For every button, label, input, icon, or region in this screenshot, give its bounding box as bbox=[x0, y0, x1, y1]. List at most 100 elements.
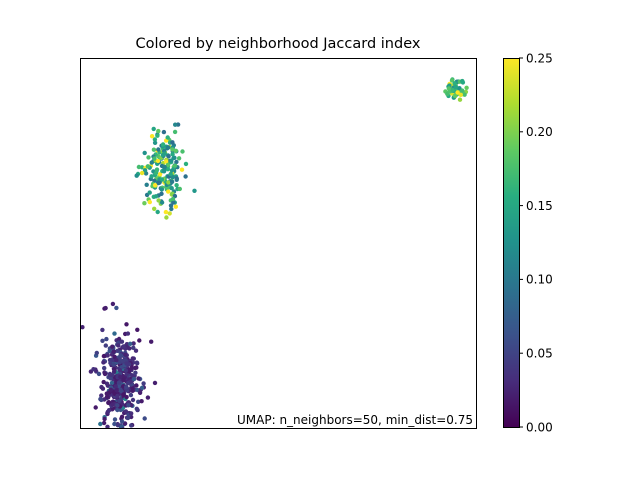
data-point bbox=[157, 180, 162, 185]
data-point bbox=[106, 400, 111, 405]
data-point bbox=[115, 348, 120, 353]
data-point bbox=[110, 402, 115, 407]
data-point bbox=[149, 339, 154, 344]
data-point bbox=[119, 414, 125, 419]
data-point bbox=[450, 87, 455, 93]
data-point bbox=[105, 424, 110, 428]
data-point bbox=[115, 393, 120, 399]
data-point bbox=[149, 134, 155, 139]
colorbar-tick-label: 0.25 bbox=[526, 51, 553, 65]
colorbar-tick-label: 0.00 bbox=[526, 420, 553, 434]
data-point bbox=[160, 152, 166, 158]
data-point bbox=[126, 403, 131, 408]
data-point bbox=[135, 387, 140, 393]
umap-params-annotation: UMAP: n_neighbors=50, min_dist=0.75 bbox=[237, 413, 473, 427]
data-point bbox=[112, 331, 117, 336]
data-point bbox=[163, 209, 169, 215]
data-point bbox=[133, 438, 137, 442]
data-point bbox=[149, 174, 154, 179]
data-point bbox=[100, 386, 106, 391]
data-point bbox=[120, 358, 126, 363]
colorbar-gradient bbox=[503, 58, 519, 427]
data-point bbox=[169, 186, 174, 191]
data-point bbox=[105, 353, 110, 358]
data-point bbox=[151, 147, 157, 152]
data-point bbox=[166, 145, 171, 150]
data-point bbox=[114, 305, 119, 311]
data-point bbox=[103, 343, 109, 348]
data-point bbox=[104, 391, 110, 396]
data-point bbox=[183, 161, 189, 167]
data-point bbox=[125, 381, 131, 386]
data-point bbox=[125, 331, 131, 336]
data-point bbox=[119, 419, 125, 424]
data-point bbox=[457, 97, 463, 102]
data-point bbox=[99, 393, 104, 398]
data-point bbox=[129, 423, 134, 428]
data-point bbox=[111, 349, 117, 354]
data-point bbox=[136, 164, 142, 170]
data-point bbox=[130, 385, 135, 391]
colorbar-ticks: 0.00 0.05 0.10 0.15 0.20 0.25 bbox=[519, 51, 553, 434]
data-point bbox=[168, 203, 174, 208]
data-point bbox=[124, 394, 129, 400]
data-point bbox=[183, 174, 188, 179]
data-point bbox=[100, 327, 105, 333]
colorbar: 0.00 0.05 0.10 0.15 0.20 0.25 bbox=[503, 51, 553, 434]
data-point bbox=[156, 147, 161, 152]
data-point bbox=[464, 85, 469, 91]
data-point bbox=[109, 380, 115, 386]
data-point bbox=[134, 406, 139, 411]
data-point bbox=[460, 88, 465, 93]
data-point bbox=[153, 194, 159, 199]
data-point bbox=[146, 155, 151, 160]
data-point bbox=[169, 168, 175, 173]
data-point bbox=[134, 383, 139, 388]
data-point bbox=[139, 170, 145, 176]
data-point bbox=[91, 367, 96, 372]
data-point bbox=[129, 411, 134, 416]
data-point bbox=[114, 442, 118, 446]
data-point bbox=[118, 353, 123, 358]
data-point bbox=[121, 378, 126, 383]
data-point bbox=[80, 325, 85, 330]
chart-title: Colored by neighborhood Jaccard index bbox=[136, 36, 421, 52]
data-point bbox=[112, 354, 117, 359]
data-point bbox=[154, 167, 160, 172]
data-point bbox=[455, 90, 460, 95]
data-point bbox=[108, 387, 114, 392]
data-point bbox=[139, 385, 145, 390]
colorbar-tick-label: 0.05 bbox=[526, 347, 553, 361]
data-point bbox=[110, 434, 114, 438]
data-point bbox=[125, 415, 131, 421]
data-point bbox=[192, 188, 197, 193]
data-point bbox=[153, 170, 159, 176]
data-point bbox=[174, 177, 179, 182]
data-point bbox=[149, 160, 154, 165]
data-point bbox=[144, 182, 149, 187]
scatter-points bbox=[80, 77, 469, 446]
data-point bbox=[110, 344, 115, 349]
data-point bbox=[94, 350, 100, 356]
data-point bbox=[151, 126, 156, 132]
data-point bbox=[128, 392, 134, 398]
colorbar-tick-label: 0.20 bbox=[526, 125, 553, 139]
data-point bbox=[134, 365, 139, 370]
data-point bbox=[166, 189, 171, 194]
data-point bbox=[169, 158, 174, 163]
data-point bbox=[104, 336, 109, 342]
data-point bbox=[99, 397, 104, 403]
data-point bbox=[147, 190, 152, 195]
data-point bbox=[123, 368, 129, 373]
data-point bbox=[152, 380, 158, 386]
data-point bbox=[159, 177, 165, 182]
data-point bbox=[167, 211, 172, 216]
data-point bbox=[134, 173, 139, 178]
data-point bbox=[168, 171, 173, 177]
data-point bbox=[133, 348, 139, 353]
data-point bbox=[156, 198, 161, 203]
data-point bbox=[155, 209, 160, 215]
data-point bbox=[112, 421, 117, 427]
data-point bbox=[114, 358, 119, 363]
data-point bbox=[115, 407, 120, 413]
